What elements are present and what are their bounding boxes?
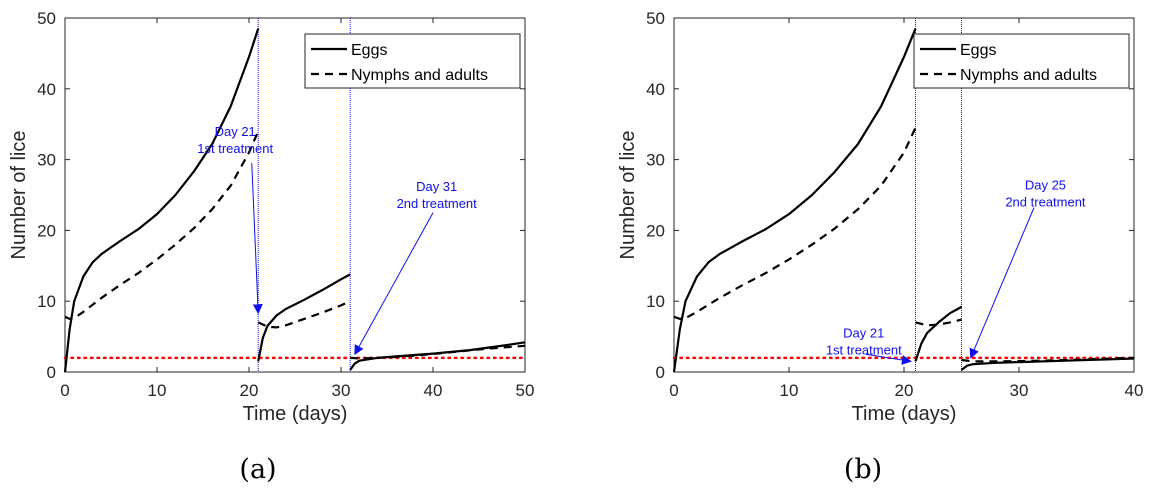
panel-caption: (a) xyxy=(239,454,276,485)
series-line-nymphs-adults xyxy=(257,300,351,329)
x-tick-label: 50 xyxy=(516,381,535,400)
annotation-text: Day 25 xyxy=(1025,177,1066,192)
series-line-eggs xyxy=(257,273,351,362)
y-tick-label: 20 xyxy=(37,221,56,240)
x-tick-label: 20 xyxy=(895,381,914,400)
y-tick-label: 20 xyxy=(646,221,665,240)
series-line-nymphs-adults xyxy=(673,127,917,320)
series-line-eggs xyxy=(63,28,260,373)
plot-area-frame xyxy=(64,17,526,373)
legend-label: Nymphs and adults xyxy=(960,67,1097,84)
panel-a: 0 10 20 30 40 50 0 10 20 30 40 50 Time (days) Number … xyxy=(8,9,534,485)
series-line-nymphs-adults xyxy=(961,356,1135,363)
legend-label: Eggs xyxy=(960,42,996,59)
y-tick-label: 30 xyxy=(37,151,56,170)
annotation-text: 1st treatment xyxy=(197,141,273,156)
series-line-eggs xyxy=(672,28,917,373)
series-line-nymphs-adults xyxy=(64,130,260,320)
annotation-arrow xyxy=(969,207,1035,359)
y-tick-label: 40 xyxy=(646,80,665,99)
y-tick-label: 0 xyxy=(656,363,665,382)
annotation-text: 2nd treatment xyxy=(397,196,478,211)
x-tick-label: 0 xyxy=(60,381,69,400)
x-tick-label: 10 xyxy=(148,381,167,400)
annotation-text: 2nd treatment xyxy=(1005,194,1086,209)
annotation-arrow xyxy=(865,353,912,365)
y-tick-label: 40 xyxy=(37,80,56,99)
x-tick-label: 0 xyxy=(669,381,678,400)
x-tick-label: 40 xyxy=(1125,381,1144,400)
annotation-arrow xyxy=(251,163,263,315)
x-tick-label: 30 xyxy=(1010,381,1029,400)
x-tick-label: 40 xyxy=(424,381,443,400)
annotation-text: Day 21 xyxy=(215,124,256,139)
series-line-eggs xyxy=(349,341,526,371)
panel-caption: (b) xyxy=(844,454,882,485)
legend-label: Nymphs and adults xyxy=(351,67,488,84)
x-axis-label: Time (days) xyxy=(852,403,957,425)
annotation-text: 1st treatment xyxy=(826,342,902,357)
legend-label: Eggs xyxy=(351,42,387,59)
y-tick-label: 50 xyxy=(37,9,56,28)
x-axis-label: Time (days) xyxy=(243,403,348,425)
y-axis-label: Number of lice xyxy=(8,131,30,260)
annotation-arrow xyxy=(354,212,434,356)
y-tick-label: 10 xyxy=(646,292,665,311)
y-tick-label: 0 xyxy=(47,363,56,382)
legend xyxy=(304,33,521,89)
series-line-eggs xyxy=(914,305,963,362)
x-tick-label: 10 xyxy=(780,381,799,400)
y-tick-label: 50 xyxy=(646,9,665,28)
annotation-text: Day 31 xyxy=(416,179,457,194)
panel-b: 0 10 20 30 40 0 10 20 30 40 50 Time (days) Number of… xyxy=(617,9,1143,485)
annotation-text: Day 21 xyxy=(843,325,884,340)
y-tick-label: 30 xyxy=(646,151,665,170)
y-axis-label: Number of lice xyxy=(617,131,639,260)
y-tick-label: 10 xyxy=(37,292,56,311)
series-line-nymphs-adults xyxy=(915,318,962,327)
legend xyxy=(913,33,1130,89)
x-tick-label: 20 xyxy=(240,381,259,400)
x-tick-label: 30 xyxy=(332,381,351,400)
